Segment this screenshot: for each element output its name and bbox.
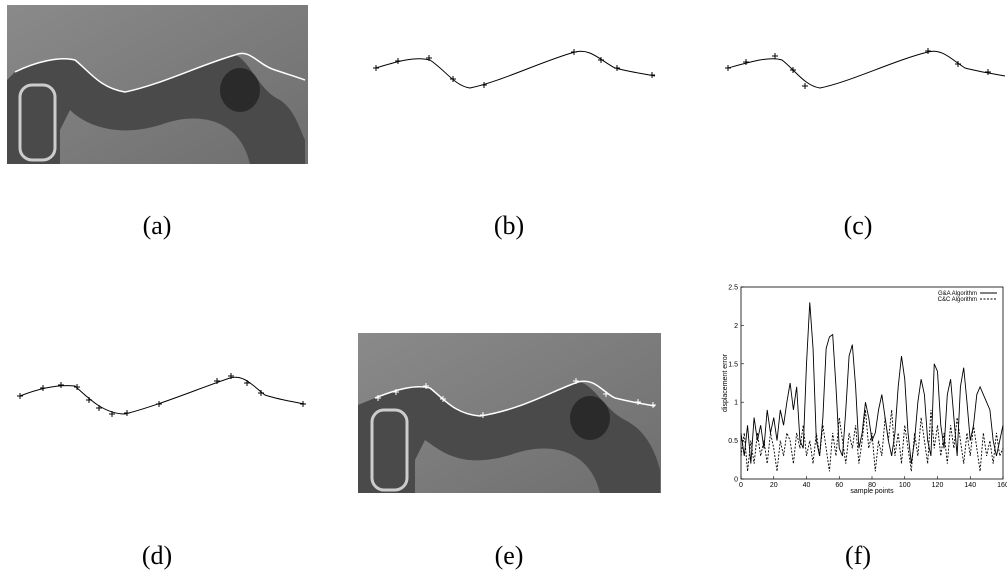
y-tick-label: 1 bbox=[734, 400, 738, 407]
photo-a bbox=[7, 5, 308, 164]
legend-label: C&C Algorithm bbox=[938, 297, 977, 303]
y-tick-label: 1.5 bbox=[728, 361, 738, 368]
x-tick-label: 100 bbox=[899, 482, 911, 489]
caption: (d) bbox=[142, 541, 172, 570]
contour-d bbox=[17, 373, 306, 417]
chart-f: 0 0.5 1 1.5 2 2.5 0 20 40 60 80 100 120 140 160 sample … bbox=[722, 285, 1007, 496]
caption: (e) bbox=[495, 541, 524, 570]
caption: (b) bbox=[494, 211, 524, 240]
photo-e bbox=[358, 333, 661, 493]
x-axis-label: sample points bbox=[850, 488, 894, 495]
x-tick-label: 20 bbox=[770, 482, 778, 489]
y-tick-label: 0 bbox=[734, 477, 738, 484]
x-tick-label: 80 bbox=[868, 482, 876, 489]
x-tick-label: 60 bbox=[835, 482, 843, 489]
caption: (c) bbox=[844, 211, 873, 240]
series-line bbox=[740, 409, 1004, 472]
x-tick-label: 40 bbox=[803, 482, 811, 489]
y-tick-label: 2.5 bbox=[728, 285, 738, 292]
series-line bbox=[740, 302, 1004, 464]
caption: (f) bbox=[845, 541, 871, 570]
contour-c bbox=[725, 48, 1006, 89]
x-tick-label: 120 bbox=[932, 482, 944, 489]
contour-b bbox=[373, 49, 656, 89]
y-tick-label: 2 bbox=[734, 323, 738, 330]
x-tick-label: 0 bbox=[739, 482, 743, 489]
x-tick-label: 140 bbox=[964, 482, 976, 489]
y-axis-label: displacement error bbox=[722, 353, 729, 412]
legend-label: G&A Algorithm bbox=[938, 291, 977, 297]
y-tick-label: 0.5 bbox=[728, 438, 738, 445]
plot-frame bbox=[740, 286, 1004, 480]
x-tick-label: 160 bbox=[997, 482, 1007, 489]
caption: (a) bbox=[143, 211, 172, 240]
